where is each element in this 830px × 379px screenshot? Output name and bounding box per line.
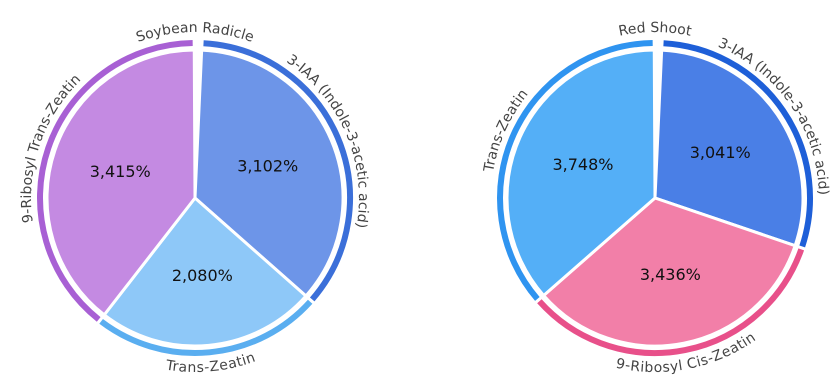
pie-slice: [45, 48, 197, 317]
pie-slice: [541, 196, 798, 348]
pie-slice: [102, 195, 309, 348]
pie-slice: [653, 48, 805, 248]
value-label: 3,102%: [237, 157, 298, 176]
value-label: 2,080%: [172, 266, 233, 285]
title-path: Soybean Radicle: [134, 20, 256, 46]
chart-title: Red Shoot: [617, 20, 693, 40]
slice-ring: [37, 40, 193, 322]
value-label: 3,436%: [640, 265, 701, 284]
value-label: 3,748%: [552, 155, 613, 174]
pie-slice: [505, 48, 657, 298]
chart-title: Soybean Radicle: [134, 20, 256, 46]
pie-slice: [193, 48, 345, 299]
slice-ring: [537, 248, 805, 356]
title-path: Red Shoot: [617, 20, 693, 40]
value-label: 3,041%: [690, 143, 751, 162]
slice-ring: [203, 40, 353, 302]
slice-ring: [663, 40, 813, 248]
slice-ring: [497, 40, 653, 301]
slice-ring: [99, 299, 313, 356]
value-label: 3,415%: [90, 162, 151, 181]
